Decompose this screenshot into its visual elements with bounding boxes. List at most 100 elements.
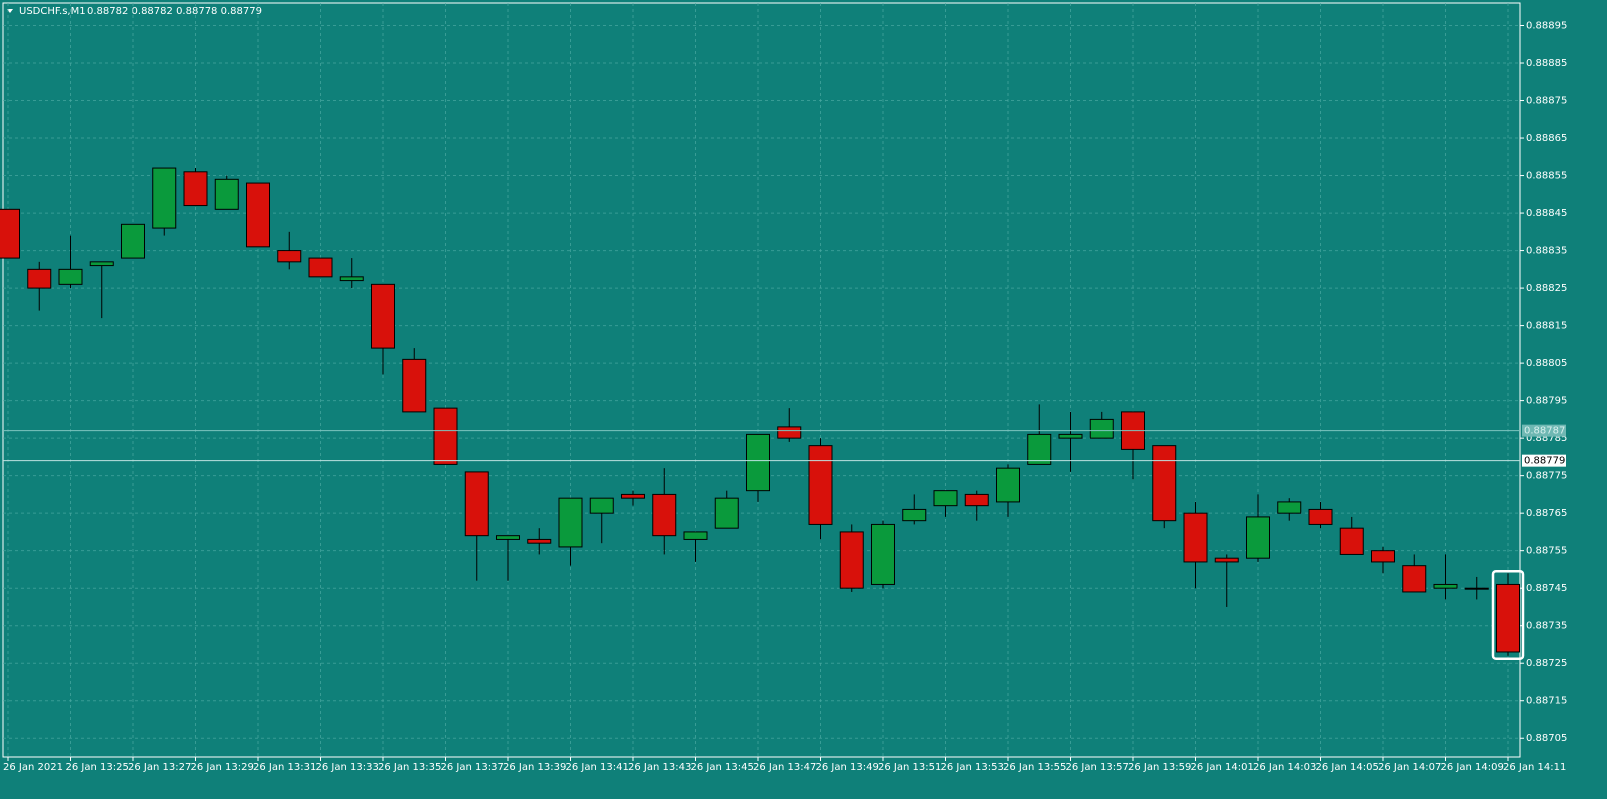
x-tick-label: 26 Jan 13:39: [503, 762, 566, 773]
x-tick-label: 26 Jan 14:03: [1253, 762, 1316, 773]
candle-body: [496, 535, 520, 540]
y-tick-label: 0.88865: [1526, 133, 1567, 144]
ask-label: 0.88787: [1524, 426, 1565, 437]
candle-body: [1339, 527, 1364, 555]
candle-body: [964, 493, 989, 507]
x-tick-label: 26 Jan 13:43: [628, 762, 691, 773]
candle-body: [808, 445, 833, 525]
candle-body: [714, 497, 739, 529]
candle-body: [871, 523, 895, 585]
candle-body: [933, 490, 958, 507]
x-tick-label: 26 Jan 13:59: [1128, 762, 1191, 773]
x-tick-label: 26 Jan 13:31: [253, 762, 316, 773]
candle-body: [464, 471, 489, 537]
y-tick-label: 0.88755: [1526, 546, 1567, 557]
candle-body: [1152, 445, 1177, 522]
candle-body: [996, 467, 1020, 503]
candle-body: [1308, 508, 1333, 525]
candle-body: [558, 497, 583, 548]
x-tick-label: 26 Jan 13:29: [191, 762, 254, 773]
y-tick-label: 0.88745: [1526, 583, 1567, 594]
x-tick-label: 26 Jan 13:41: [566, 762, 629, 773]
candle-body: [183, 171, 208, 207]
candle-body: [902, 508, 927, 522]
candle-body: [121, 223, 145, 259]
x-tick-label: 26 Jan 2021: [3, 762, 63, 773]
candle-body: [27, 268, 52, 289]
candle-body: [1402, 565, 1427, 593]
candle-body: [746, 433, 770, 492]
x-tick-label: 26 Jan 13:37: [441, 762, 504, 773]
y-tick-label: 0.88895: [1526, 21, 1567, 32]
y-tick-label: 0.88705: [1526, 733, 1567, 744]
candle-body: [339, 276, 364, 282]
candle-body: [89, 261, 114, 267]
y-tick-label: 0.88775: [1526, 471, 1567, 482]
candle-body: [402, 358, 427, 413]
candle-body: [214, 178, 239, 210]
x-tick-label: 26 Jan 13:25: [66, 762, 129, 773]
x-tick-label: 26 Jan 13:33: [316, 762, 379, 773]
candle-body: [1058, 433, 1083, 439]
y-tick-label: 0.88785: [1526, 433, 1567, 444]
candle-body: [1089, 418, 1114, 439]
candle-body: [1027, 433, 1052, 465]
x-tick-label: 26 Jan 13:35: [378, 762, 441, 773]
candle-body: [652, 493, 677, 537]
y-tick-label: 0.88835: [1526, 246, 1567, 257]
y-tick-label: 0.88845: [1526, 208, 1567, 219]
x-tick-label: 26 Jan 14:11: [1503, 762, 1566, 773]
candle-body: [683, 531, 708, 540]
candle-body: [1246, 516, 1270, 559]
x-tick-label: 26 Jan 14:01: [1191, 762, 1254, 773]
y-tick-label: 0.88885: [1526, 58, 1567, 69]
plot-border: [2, 2, 1521, 758]
candle-body: [1277, 501, 1302, 514]
highlight-box: [1491, 569, 1525, 660]
x-tick-label: 26 Jan 13:57: [1066, 762, 1129, 773]
y-tick-label: 0.88735: [1526, 621, 1567, 632]
candle-body: [58, 268, 83, 285]
symbol-title: USDCHF.s,M1: [19, 6, 86, 17]
x-tick-label: 26 Jan 14:09: [1441, 762, 1504, 773]
ohlc-header: 0.88782 0.88782 0.88778 0.88779: [87, 6, 262, 17]
candle-body: [433, 407, 458, 465]
candle-body: [1464, 587, 1489, 590]
bid-label-box: [1522, 454, 1566, 467]
candle-body: [1371, 550, 1395, 563]
x-tick-label: 26 Jan 13:49: [816, 762, 879, 773]
candle-body: [527, 538, 552, 544]
x-tick-label: 26 Jan 13:53: [941, 762, 1004, 773]
candle-body: [0, 208, 20, 259]
y-tick-label: 0.88715: [1526, 696, 1567, 707]
y-tick-label: 0.88875: [1526, 96, 1567, 107]
x-tick-label: 26 Jan 13:27: [128, 762, 191, 773]
x-tick-label: 26 Jan 14:05: [1316, 762, 1379, 773]
candle-body: [277, 250, 302, 263]
y-tick-label: 0.88725: [1526, 658, 1567, 669]
y-tick-label: 0.88805: [1526, 358, 1567, 369]
candle-body: [371, 283, 395, 349]
y-tick-label: 0.88815: [1526, 321, 1567, 332]
candle-body: [1433, 583, 1458, 589]
x-tick-label: 26 Jan 14:07: [1378, 762, 1441, 773]
ask-label-box: [1522, 424, 1566, 437]
x-tick-label: 26 Jan 13:45: [691, 762, 754, 773]
y-tick-label: 0.88765: [1526, 508, 1567, 519]
candle-body: [1496, 583, 1520, 653]
candle-body: [1214, 557, 1239, 563]
candle-body: [308, 257, 333, 278]
candle-body: [589, 497, 614, 514]
x-tick-label: 26 Jan 13:51: [878, 762, 941, 773]
bid-label: 0.88779: [1524, 456, 1565, 467]
y-tick-label: 0.88795: [1526, 396, 1567, 407]
candle-body: [1183, 512, 1208, 563]
candle-body: [621, 493, 645, 499]
candle-body: [839, 531, 864, 589]
candle-body: [777, 426, 802, 439]
y-tick-label: 0.88855: [1526, 171, 1567, 182]
x-tick-label: 26 Jan 13:55: [1003, 762, 1066, 773]
candle-body: [152, 167, 177, 229]
